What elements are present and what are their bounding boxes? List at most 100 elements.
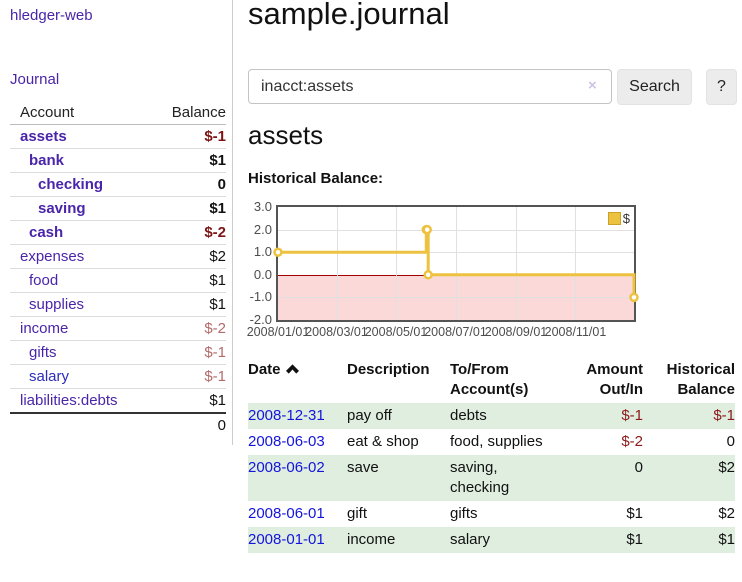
- account-link-gifts[interactable]: gifts: [29, 344, 57, 361]
- x-axis-tick-label: 2008/01/01: [246, 325, 310, 339]
- account-balance: 0: [153, 172, 226, 197]
- chart-series-line: [273, 224, 639, 303]
- account-link-cash[interactable]: cash: [29, 224, 64, 241]
- account-row: salary $-1: [10, 364, 226, 389]
- transaction-date-link[interactable]: 2008-06-02: [248, 459, 325, 476]
- transaction-date-link[interactable]: 2008-01-01: [248, 531, 325, 548]
- account-heading: assets: [248, 120, 324, 150]
- account-row: saving $1: [10, 196, 226, 221]
- x-axis-tick-label: 2008/11/01: [544, 325, 607, 339]
- register-col-amount: Amount Out/In: [586, 361, 643, 398]
- account-balance: $-1: [153, 340, 226, 365]
- account-balance: $-1: [153, 364, 226, 389]
- accounts-total-value: 0: [153, 412, 226, 437]
- account-link-food[interactable]: food: [29, 272, 59, 289]
- gridline-vertical: [396, 207, 398, 320]
- transaction-amount: $1: [626, 531, 643, 548]
- accounts-table: Account Balance assets $-1 bank $1 checking 0…: [10, 101, 226, 437]
- account-row: gifts $-1: [10, 340, 226, 365]
- data-point-marker: [629, 292, 639, 303]
- account-balance: $1: [153, 388, 226, 414]
- chart-legend: $: [607, 211, 630, 226]
- account-link-salary[interactable]: salary: [29, 368, 70, 385]
- accounts-header-row: Account Balance: [10, 101, 226, 125]
- transaction-balance: $2: [718, 505, 735, 522]
- transaction-description: save: [347, 459, 379, 476]
- search-button[interactable]: Search: [617, 69, 692, 105]
- account-row: liabilities:debts $1: [10, 388, 226, 414]
- y-axis-tick-label: 3.0: [253, 199, 272, 214]
- sidebar: hledger-web Journal Account Balance asse…: [0, 0, 233, 445]
- brand-link[interactable]: hledger-web: [10, 7, 93, 24]
- y-axis-tick-label: 1.0: [253, 244, 272, 260]
- register-table: Date Description To/From Account(s) Amou…: [248, 357, 735, 553]
- gridline-horizontal: [278, 297, 634, 299]
- page-title: sample.journal: [248, 0, 450, 31]
- register-col-date[interactable]: Date: [248, 357, 347, 403]
- x-axis-tick-label: 2008/03/01: [305, 325, 368, 339]
- register-header-row: Date Description To/From Account(s) Amou…: [248, 357, 735, 403]
- transaction-accounts: saving, checking: [450, 459, 510, 496]
- account-row: cash $-2: [10, 220, 226, 245]
- transaction-description: gift: [347, 505, 368, 522]
- gridline-vertical: [336, 207, 338, 320]
- sidebar-item-journal[interactable]: Journal: [10, 71, 60, 88]
- main-content: sample.journal × Search ? assets Histori…: [246, 0, 742, 582]
- data-point-marker: [423, 270, 433, 280]
- accounts-table-body: assets $-1 bank $1 checking 0 saving $1 cash $-2 e…: [10, 124, 226, 414]
- account-link-income[interactable]: income: [20, 320, 69, 337]
- gridline-vertical: [515, 207, 517, 320]
- account-balance: $-1: [153, 124, 226, 149]
- register-table-body: 2008-12-31 pay off debts $-1 $-1 2008-06-03 ea…: [248, 403, 735, 553]
- search-input[interactable]: [248, 69, 612, 104]
- sort-ascending-icon: [285, 360, 299, 380]
- help-button[interactable]: ?: [706, 69, 737, 105]
- chart-plot-area: $: [273, 207, 639, 320]
- account-balance: $2: [153, 244, 226, 269]
- account-link-checking[interactable]: checking: [38, 176, 104, 193]
- register-col-balance: Historical Balance: [666, 361, 735, 398]
- account-link-bank[interactable]: bank: [29, 152, 65, 169]
- gridline-vertical: [455, 207, 457, 320]
- account-link-expenses[interactable]: expenses: [20, 248, 85, 265]
- transaction-accounts: salary: [450, 531, 491, 548]
- y-axis-tick-label: -2.0: [249, 312, 272, 327]
- account-row: supplies $1: [10, 292, 226, 317]
- transaction-description: pay off: [347, 407, 392, 424]
- x-axis-tick-label: 2008/05/01: [364, 325, 428, 339]
- y-axis-tick-label: 0.0: [253, 266, 272, 282]
- transaction-accounts: gifts: [450, 505, 478, 522]
- accounts-col-account: Account: [10, 101, 154, 125]
- x-axis-tick-label: 2008/09/01: [484, 325, 548, 339]
- account-link-saving[interactable]: saving: [38, 200, 86, 217]
- transaction-accounts: food, supplies: [450, 433, 543, 450]
- account-link-assets[interactable]: assets: [20, 128, 67, 145]
- register-col-description: Description: [347, 361, 430, 378]
- transaction-amount: $1: [626, 505, 643, 522]
- gridline-vertical: [575, 207, 577, 320]
- transaction-balance: $2: [718, 459, 735, 476]
- chart-title: Historical Balance:: [248, 170, 384, 187]
- account-link-supplies[interactable]: supplies: [29, 296, 85, 313]
- account-link-liabilities-debts[interactable]: liabilities:debts: [20, 392, 118, 409]
- account-balance: $-2: [153, 220, 226, 245]
- accounts-total-spacer: [10, 412, 154, 437]
- transaction-date-link[interactable]: 2008-06-01: [248, 505, 325, 522]
- account-row: food $1: [10, 268, 226, 293]
- legend-label: $: [622, 211, 630, 226]
- transaction-description: eat & shop: [347, 433, 419, 450]
- accounts-total-row: 0: [10, 412, 226, 437]
- transaction-balance: $-1: [713, 407, 735, 424]
- transaction-date-link[interactable]: 2008-06-03: [248, 433, 325, 450]
- transaction-balance: $1: [718, 531, 735, 548]
- register-row: 2008-06-02 save saving, checking 0 $2: [248, 455, 735, 501]
- account-row: income $-2: [10, 316, 226, 341]
- transaction-date-link[interactable]: 2008-12-31: [248, 407, 325, 424]
- clear-search-icon[interactable]: ×: [588, 77, 597, 94]
- data-point-marker: [273, 247, 283, 257]
- transaction-amount: $-1: [621, 407, 643, 424]
- transaction-description: income: [347, 531, 396, 548]
- account-balance: $1: [153, 196, 226, 221]
- account-row: checking 0: [10, 172, 226, 197]
- register-col-accounts: To/From Account(s): [450, 361, 529, 398]
